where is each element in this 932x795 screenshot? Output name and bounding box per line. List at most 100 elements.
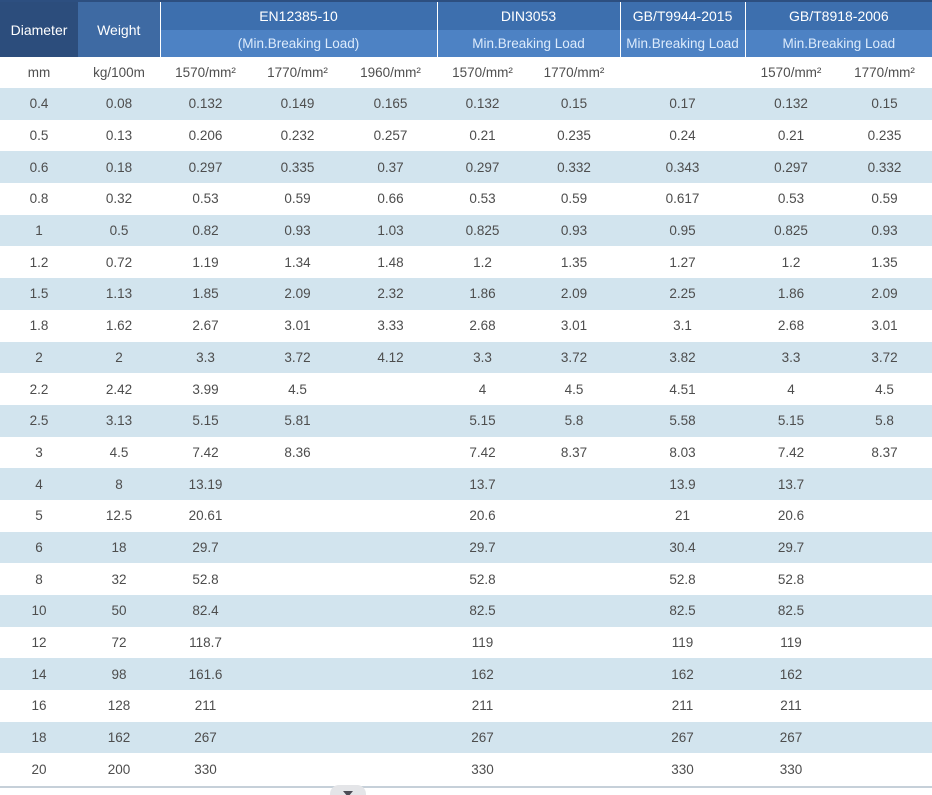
table-cell [344,437,437,469]
table-cell: 1.19 [192,254,219,270]
table-cell: 2.5 [29,413,49,429]
table-cell: 1 [35,223,43,239]
table-cell: 211 [471,698,494,714]
table-cell: 32 [111,571,127,587]
table-cell: 1.62 [105,318,133,334]
table-cell: 0.5 [109,223,129,239]
table-cell: 2.32 [377,286,404,302]
table-cell: 8.37 [871,444,898,460]
table-cell: 5 [35,508,43,524]
table-cell: 1.2 [473,254,492,270]
table-cell: 0.165 [373,96,408,112]
table-cell: 13.19 [188,476,223,492]
table-cell: 1.27 [669,254,696,270]
table-cell: 0.18 [105,159,133,175]
table-cell: 3.01 [871,318,898,334]
table-cell: 211 [780,698,802,714]
table-cell: 3.13 [105,413,133,429]
table-cell: 3.72 [284,349,311,365]
table-row: 1.5 1.13 1.85 2.09 2.32 1.86 2.09 2.25 1.86 2.09 [0,278,932,310]
table-cell: 1.2 [29,254,49,270]
table-cell [344,595,437,627]
table-cell: 200 [107,761,131,777]
table-cell: 20.6 [777,508,805,524]
table-cell: 0.617 [665,191,700,207]
table-row: 6 18 29.7 29.7 30.4 29.7 [0,531,932,564]
table-cell: 3.01 [284,318,311,334]
table-cell: 8.36 [284,444,311,460]
table-cell: 0.93 [871,223,898,239]
table-cell: 0.24 [669,128,696,144]
table-cell: 0.72 [105,254,133,270]
table-cell: 1.86 [777,286,805,302]
table-cell: 29.7 [777,539,805,555]
table-cell: 0.8 [29,191,49,207]
table-row: 0.6 0.18 0.297 0.335 0.37 0.297 0.332 0.343 0.29… [0,151,932,184]
table-cell: 162 [471,666,494,682]
table-row: 12 72 118.7 119 119 119 [0,626,932,659]
table-cell: 119 [671,635,694,651]
table-cell [251,595,344,627]
table-body: 0.4 0.08 0.132 0.149 0.165 0.132 0.15 0.17 0.132… [0,88,932,786]
header-group-subtitle: Min.Breaking Load [438,30,620,57]
table-cell: 52.8 [469,571,496,587]
table-cell: 0.32 [105,191,133,207]
table-cell: 82.5 [777,603,805,619]
table-cell: 13.9 [669,476,696,492]
table-cell: 3.1 [673,318,692,334]
table-row: 0.5 0.13 0.206 0.232 0.257 0.21 0.235 0.24 0.21 0… [0,119,932,152]
table-cell: 13.7 [469,476,496,492]
table-cell: 7.42 [192,444,219,460]
table-cell: 1.2 [781,254,801,270]
table-row: 0.8 0.32 0.53 0.59 0.66 0.53 0.59 0.617 0.53 0.59 [0,183,932,215]
table-row: 0.4 0.08 0.132 0.149 0.165 0.132 0.15 0.17 0.132… [0,88,932,120]
table-row: 1 0.5 0.82 0.93 1.03 0.825 0.93 0.95 0.825 0.93 [0,214,932,247]
table-cell: 3.82 [669,349,696,365]
table-cell: 29.7 [469,539,496,555]
header-group-title: GB/T9944-2015 [621,2,745,30]
unit-cell: 1960/mm² [344,57,438,88]
table-cell: 0.37 [377,159,404,175]
table-cell: 0.332 [557,159,591,175]
table-cell [837,658,932,690]
unit-cell: 1770/mm² [837,57,932,88]
table-cell: 12.5 [105,508,133,524]
header-group-row: Diameter Weight EN12385-10 (Min.Breaking… [0,1,932,57]
table-cell: 0.17 [669,96,696,112]
table-cell: 18 [111,539,127,555]
header-group-en12385: EN12385-10 (Min.Breaking Load) [159,1,438,57]
table-cell: 50 [111,603,127,619]
table-cell [344,373,437,405]
table-cell: 0.21 [469,128,496,144]
table-cell [528,468,620,500]
table-cell: 2.25 [669,286,696,302]
table-cell: 0.825 [774,223,808,239]
table-cell: 0.59 [284,191,311,207]
table-cell: 2.09 [560,286,588,302]
table-cell: 2.09 [871,286,898,302]
table-cell [344,722,437,754]
table-cell: 5.15 [192,413,219,429]
table-cell [837,595,932,627]
scroll-down-button[interactable] [330,785,366,795]
table-cell: 0.66 [377,191,404,207]
table-cell: 162 [107,730,131,746]
table-cell: 7.42 [469,444,496,460]
table-cell: 82.5 [469,603,496,619]
table-cell: 72 [111,635,127,651]
table-cell: 7.42 [777,444,805,460]
header-group-subtitle: Min.Breaking Load [621,30,745,57]
table-cell: 0.53 [192,191,219,207]
table-cell: 2 [35,349,43,365]
table-cell [837,627,932,659]
table-cell [837,690,932,722]
table-cell: 6 [35,539,43,555]
table-cell: 30.4 [669,539,696,555]
table-cell: 0.235 [867,128,902,144]
table-cell: 119 [471,635,494,651]
table-cell: 3.72 [871,349,898,365]
unit-cell: 1770/mm² [528,57,621,88]
table-row: 2 2 3.3 3.72 4.12 3.3 3.72 3.82 3.3 3.72 [0,341,932,374]
table-cell: 0.21 [777,128,805,144]
table-row: 14 98 161.6 162 162 162 [0,658,932,691]
